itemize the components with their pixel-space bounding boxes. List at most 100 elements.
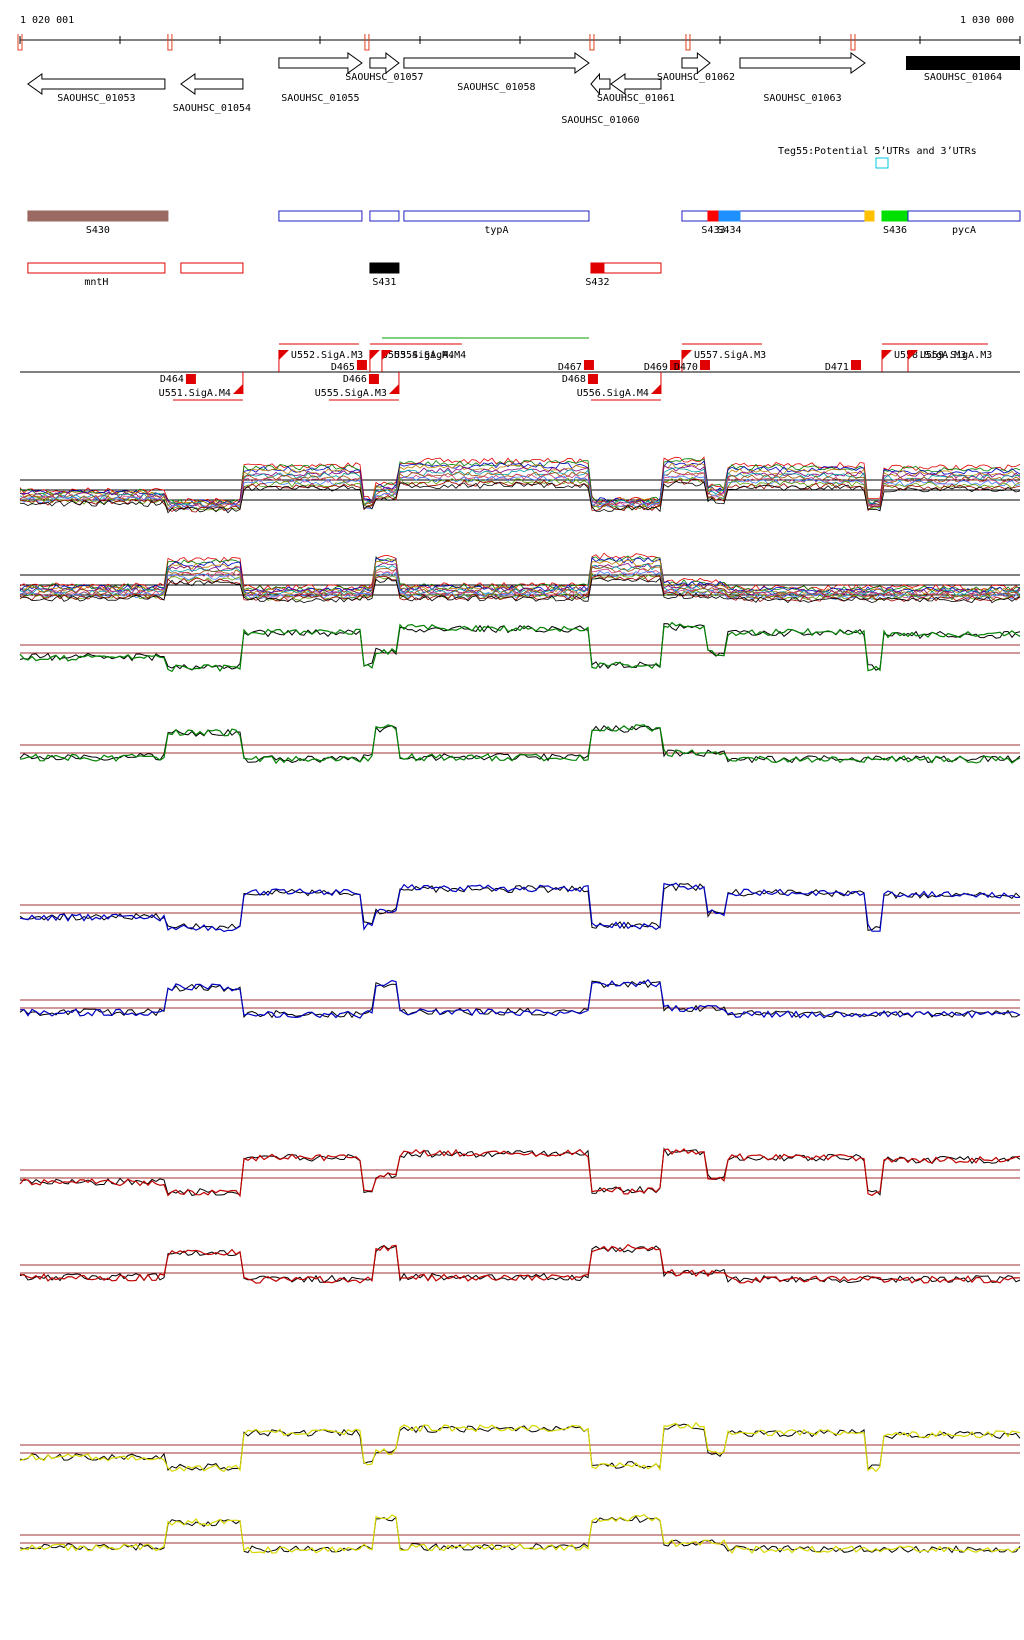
terminator-box bbox=[583, 360, 594, 370]
secondary-feature-track: mntH S431 S432 bbox=[27, 262, 662, 288]
promoter-flag bbox=[381, 350, 392, 360]
coordinate-ruler: 1 020 001 1 030 000 bbox=[17, 15, 1021, 51]
promoter-marker: U551.SigA.M4 bbox=[159, 372, 244, 401]
profile-line bbox=[19, 1421, 1021, 1473]
gene-arrow bbox=[590, 72, 611, 96]
terminator-label: D468 bbox=[562, 374, 586, 385]
promoter-marker: U556.SigA.M4 bbox=[577, 372, 662, 401]
gene-saouhsc_01063: SAOUHSC_01063 bbox=[739, 52, 866, 104]
terminator-box bbox=[368, 374, 379, 384]
terminator-marker: D471 bbox=[825, 360, 861, 373]
gene-label: SAOUHSC_01062 bbox=[657, 72, 735, 83]
profile-line-reference bbox=[19, 1515, 1021, 1554]
feature-box bbox=[603, 262, 662, 274]
gene-label: SAOUHSC_01061 bbox=[597, 93, 675, 104]
terminator-marker: D470 bbox=[674, 360, 710, 373]
terminator-label: D465 bbox=[331, 362, 355, 373]
feature-box bbox=[369, 262, 400, 274]
promoter-flag bbox=[681, 350, 692, 360]
profile-line bbox=[19, 467, 1021, 509]
terminator-marker: D469 bbox=[644, 360, 680, 373]
profile-line-reference bbox=[19, 724, 1021, 764]
profile-line bbox=[19, 555, 1021, 593]
feature-label: S433 bbox=[701, 225, 725, 236]
multi-panel-plus bbox=[19, 456, 1021, 514]
profile-panel-plus bbox=[19, 1421, 1021, 1473]
promoter-flag bbox=[388, 384, 399, 394]
profile-panel-minus bbox=[19, 1514, 1021, 1554]
gene-arrow bbox=[278, 52, 363, 74]
feature-box bbox=[707, 210, 720, 222]
gene-annotation-track: SAOUHSC_01053 SAOUHSC_01054 SAOUHSC_01055 S… bbox=[27, 51, 1020, 126]
feature-box bbox=[864, 210, 875, 222]
terminator-marker: D465 bbox=[331, 360, 367, 373]
promoter-marker: U559.SigA.M3 bbox=[907, 343, 992, 372]
feature-box bbox=[907, 210, 1021, 222]
promoter-flag bbox=[881, 350, 892, 360]
promoter-flag bbox=[232, 384, 243, 394]
profile-line bbox=[19, 577, 1021, 604]
profile-panel-minus bbox=[19, 978, 1021, 1019]
profile-line bbox=[19, 1243, 1021, 1284]
promoter-label: U559.SigA.M3 bbox=[920, 350, 992, 361]
promoter-marker: U555.SigA.M3 bbox=[315, 372, 400, 401]
terminator-label: D470 bbox=[674, 362, 698, 373]
terminator-marker: D468 bbox=[562, 374, 598, 385]
profile-line bbox=[19, 882, 1021, 933]
promoter-label: U558.SigA.M3 bbox=[894, 350, 966, 361]
gene-saouhsc_01055: SAOUHSC_01055 bbox=[278, 52, 363, 104]
ruler-gap-mark bbox=[589, 34, 595, 51]
promoter-label: U555.SigA.M3 bbox=[315, 388, 387, 399]
ruler-start-label: 1 020 001 bbox=[20, 15, 74, 26]
feature-label: pycA bbox=[952, 225, 976, 236]
profile-line bbox=[19, 462, 1021, 507]
profile-line bbox=[19, 575, 1021, 603]
profile-line-reference bbox=[19, 980, 1021, 1019]
ruler-end-label: 1 030 000 bbox=[960, 15, 1014, 26]
terminator-box bbox=[850, 360, 861, 370]
feature-label: S431 bbox=[372, 277, 396, 288]
gene-saouhsc_01058: SAOUHSC_01058 bbox=[403, 52, 590, 93]
gene-label: SAOUHSC_01064 bbox=[924, 72, 1002, 83]
feature-label: S434 bbox=[717, 225, 741, 236]
gene-saouhsc_01062: SAOUHSC_01062 bbox=[657, 51, 735, 83]
terminator-label: D469 bbox=[644, 362, 668, 373]
profile-panel-minus bbox=[19, 1243, 1021, 1284]
gene-block bbox=[905, 56, 1020, 70]
gene-label: SAOUHSC_01063 bbox=[763, 93, 841, 104]
feature-label: S430 bbox=[86, 225, 110, 236]
terminator-marker: D467 bbox=[558, 360, 594, 373]
gene-label: SAOUHSC_01060 bbox=[561, 115, 639, 126]
gene-label: SAOUHSC_01057 bbox=[345, 72, 423, 83]
gene-arrow bbox=[403, 52, 590, 74]
teg55-legend: Teg55:Potential 5’UTRs and 3’UTRs bbox=[778, 146, 977, 169]
terminator-label: D466 bbox=[343, 374, 367, 385]
profile-line-reference bbox=[19, 1244, 1021, 1284]
feature-box bbox=[718, 210, 741, 222]
profile-line bbox=[19, 724, 1021, 765]
feature-box bbox=[881, 210, 909, 222]
profile-line bbox=[19, 565, 1021, 598]
gene-arrow bbox=[681, 51, 711, 75]
terminator-label: D471 bbox=[825, 362, 849, 373]
profile-line bbox=[19, 1514, 1021, 1554]
profile-line bbox=[19, 1148, 1021, 1198]
promoter-marker: U552.SigA.M3 bbox=[278, 343, 363, 372]
gene-saouhsc_01053: SAOUHSC_01053 bbox=[27, 73, 166, 104]
feature-box bbox=[278, 210, 363, 222]
gene-saouhsc_01060: SAOUHSC_01060 bbox=[561, 72, 640, 126]
profile-line bbox=[19, 572, 1021, 601]
terminator-marker: D466 bbox=[343, 374, 379, 385]
gene-saouhsc_01054: SAOUHSC_01054 bbox=[173, 73, 251, 114]
promoter-label: U557.SigA.M3 bbox=[694, 350, 766, 361]
gene-saouhsc_01057: SAOUHSC_01057 bbox=[345, 51, 424, 83]
feature-label: typA bbox=[484, 225, 508, 236]
profile-line bbox=[19, 472, 1021, 510]
feature-label: S432 bbox=[585, 277, 609, 288]
profile-line bbox=[19, 464, 1021, 508]
multi-panel-minus bbox=[19, 552, 1021, 604]
promoter-label: U552.SigA.M3 bbox=[291, 350, 363, 361]
profile-line bbox=[19, 621, 1021, 673]
gene-label: SAOUHSC_01054 bbox=[173, 103, 251, 114]
